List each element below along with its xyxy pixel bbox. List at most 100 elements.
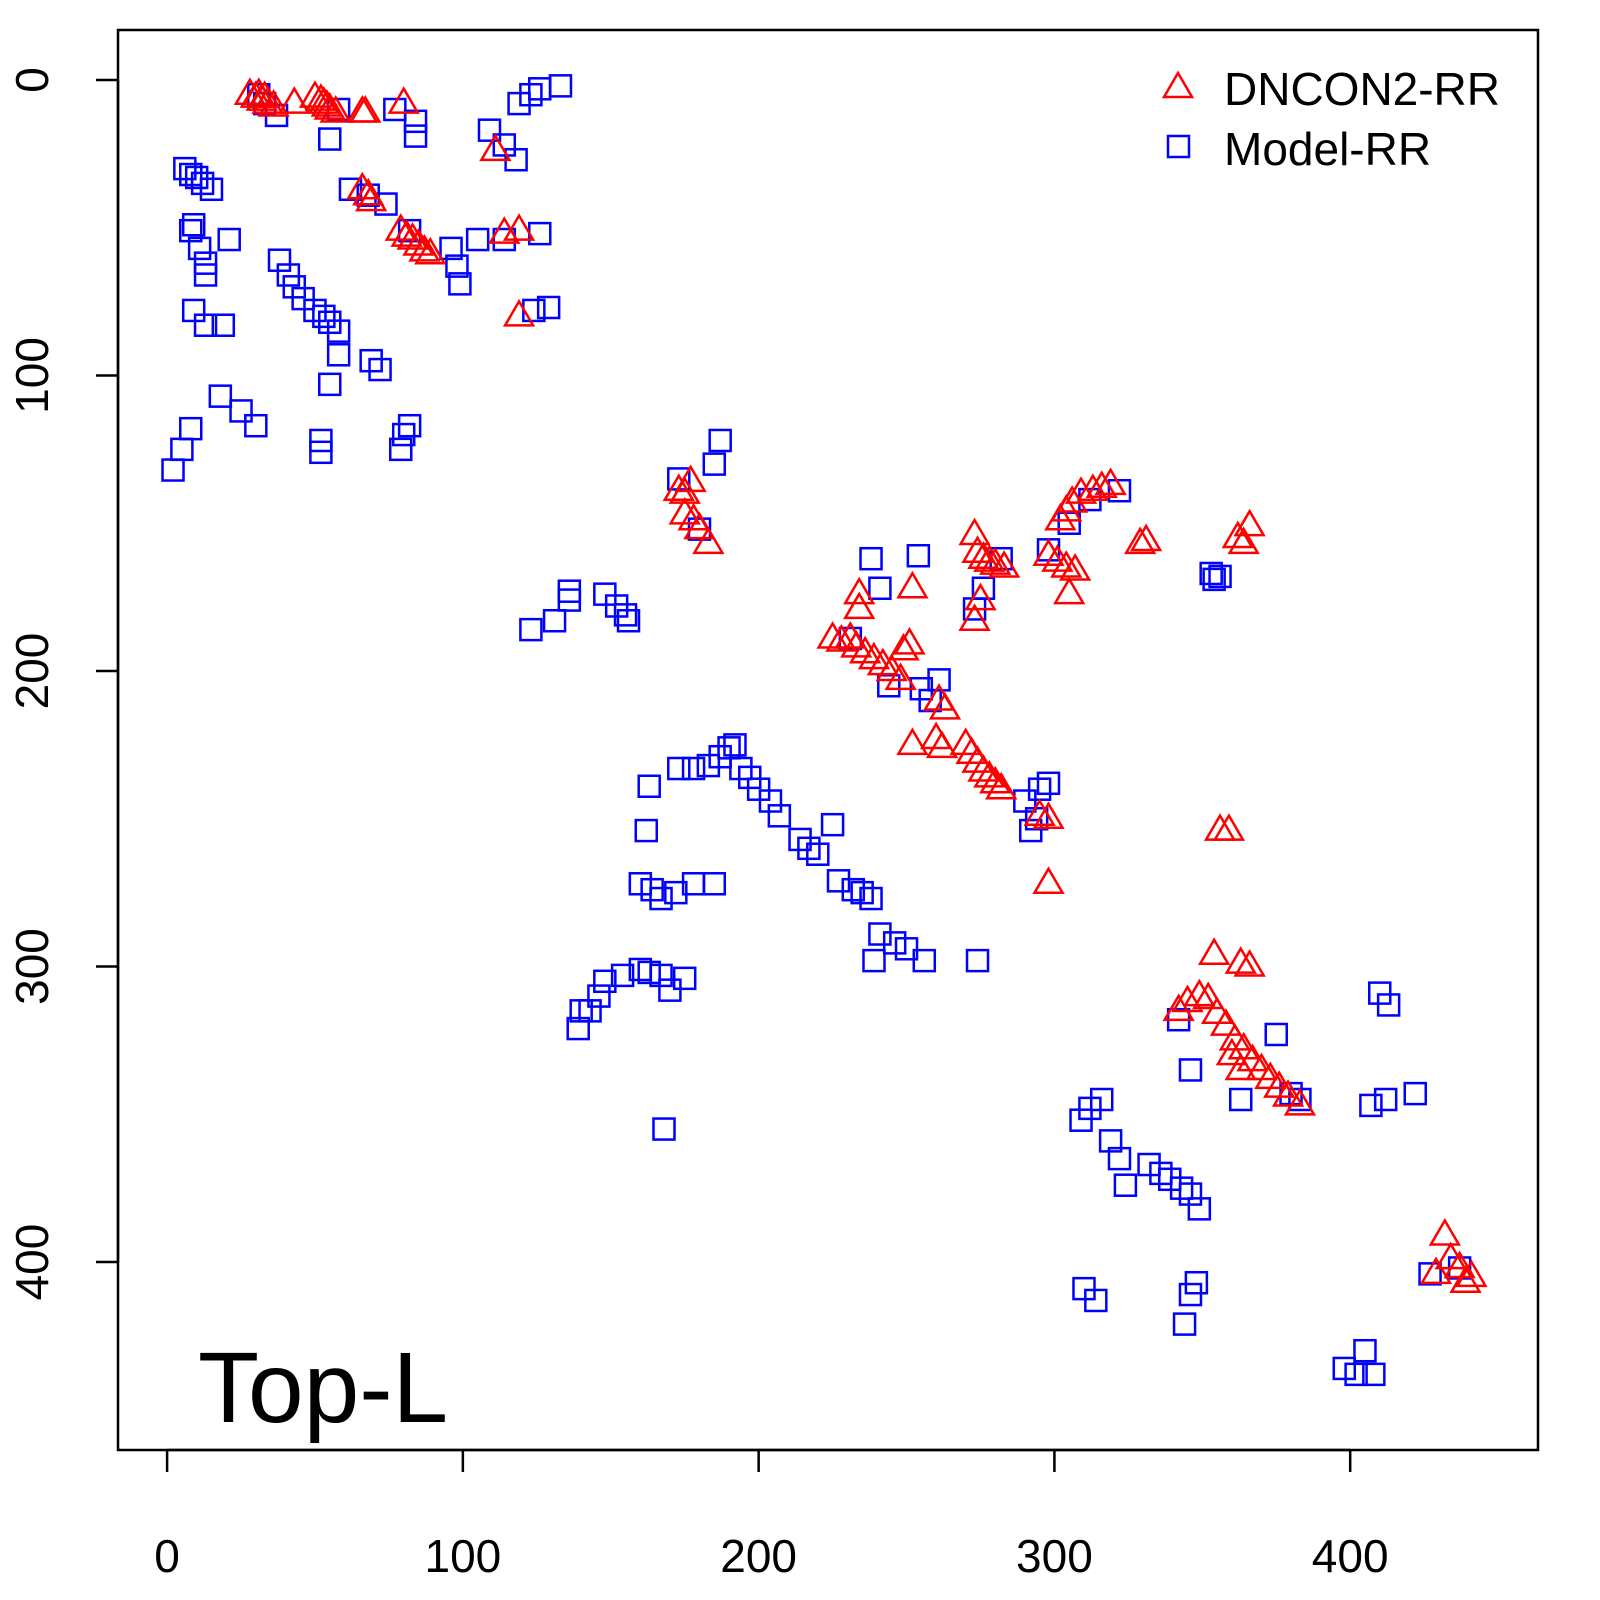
model-rr-point	[667, 756, 691, 781]
model-rr-point	[170, 437, 194, 462]
model-rr-point	[912, 948, 937, 973]
model-rr-point	[193, 251, 218, 275]
model-rr-point	[217, 227, 241, 252]
model-rr-point	[1264, 1022, 1288, 1047]
model-rr-point	[652, 1117, 676, 1141]
model-rr-point	[208, 384, 233, 408]
model-rr-point	[1149, 1161, 1173, 1186]
model-rr-point	[536, 295, 561, 320]
dncon2-rr-point	[857, 641, 891, 670]
dncon2-rr-point	[893, 626, 926, 655]
model-rr-point	[664, 880, 688, 905]
model-rr-point	[492, 133, 517, 157]
model-rr-point	[1353, 1338, 1377, 1363]
model-rr-point	[637, 774, 661, 798]
model-rr-point	[229, 399, 253, 423]
dncon2-rr-point	[1183, 978, 1216, 1007]
model-rr-point	[1344, 1362, 1368, 1387]
model-rr-point	[312, 304, 336, 329]
dncon2-rr-point	[1215, 1037, 1249, 1066]
model-rr-point	[519, 82, 543, 107]
dncon2-rr-point	[278, 86, 311, 114]
dncon2-rr-point	[964, 582, 997, 611]
dncon2-rr-point	[816, 621, 849, 649]
model-rr-point	[806, 842, 830, 866]
dncon2-rr-point	[1058, 553, 1092, 581]
model-rr-point	[397, 218, 422, 243]
dncon2-rr-point	[1053, 576, 1086, 605]
model-rr-point	[965, 948, 990, 973]
model-rr-point	[613, 603, 638, 627]
model-rr-point	[587, 984, 611, 1008]
model-rr-point	[318, 127, 342, 151]
dncon2-rr-point	[384, 213, 417, 241]
model-rr-point	[403, 124, 428, 148]
model-rr-point	[708, 744, 732, 769]
model-rr-point	[1178, 1058, 1203, 1082]
dncon2-rr-point	[319, 94, 352, 123]
model-rr-point	[507, 91, 531, 116]
x-tick-label: 200	[720, 1530, 797, 1582]
model-rr-point	[717, 736, 741, 760]
model-rr-point	[616, 609, 641, 633]
dncon2-rr-point	[1032, 866, 1065, 895]
dncon2-rr-point	[1283, 1087, 1317, 1116]
dncon2-rr-point	[1197, 937, 1231, 965]
dncon2-rr-point	[967, 753, 1000, 782]
model-rr-point	[1107, 478, 1132, 503]
dncon2-rr-point	[958, 603, 991, 632]
x-tick-label: 400	[1312, 1530, 1389, 1582]
model-rr-point	[1178, 1182, 1203, 1206]
model-rr-point	[557, 588, 582, 612]
model-rr-point	[181, 298, 206, 323]
model-rr-point	[610, 963, 635, 988]
model-rr-point	[1107, 1146, 1132, 1171]
model-rr-point	[894, 937, 919, 961]
model-rr-point	[397, 413, 422, 438]
dncon2-rr-point	[848, 635, 882, 664]
model-rr-point	[383, 97, 407, 122]
model-rr-point	[578, 999, 602, 1023]
x-axis: 0 100 200 300 400	[154, 1448, 1389, 1582]
model-rr-point	[359, 348, 383, 373]
model-rr-point	[1178, 1282, 1203, 1307]
model-rr-point	[403, 109, 428, 134]
model-rr-point	[971, 576, 996, 600]
dncon2-rr-point	[1023, 798, 1056, 827]
dncon2-rr-point	[668, 496, 701, 525]
dncon2-rr-point	[866, 647, 900, 676]
model-rr-point	[528, 77, 552, 101]
dncon2-rr-point	[884, 662, 917, 691]
dncon2-rr-point	[1271, 1079, 1305, 1107]
model-rr-point	[850, 880, 874, 905]
dncon2-rr-point	[928, 691, 962, 720]
model-rr-point	[1368, 981, 1392, 1005]
model-rr-point	[1376, 993, 1401, 1017]
model-rr-point	[1013, 789, 1037, 813]
dncon2-rr-point	[1032, 538, 1065, 566]
dncon2-rr-point	[1094, 467, 1127, 496]
model-rr-point	[368, 357, 392, 382]
dncon2-rr-point	[973, 544, 1006, 572]
model-rr-point	[1078, 1096, 1102, 1121]
legend-label-model: Model-RR	[1224, 123, 1431, 175]
model-rr-point	[179, 416, 203, 441]
model-rr-point	[1027, 777, 1052, 801]
dncon2-rr-point	[502, 298, 536, 327]
dncon2-rr-point	[298, 80, 332, 108]
model-rr-point	[173, 156, 197, 181]
model-rr-point	[1202, 567, 1226, 592]
x-tick-label: 300	[1016, 1530, 1093, 1582]
dncon2-rr-point	[1041, 544, 1074, 572]
model-rr-point	[1184, 1270, 1209, 1295]
model-rr-point	[868, 922, 892, 946]
dncon2-rr-point	[843, 576, 876, 605]
dncon2-rr-point	[1032, 801, 1065, 830]
dncon2-rr-point	[843, 591, 876, 620]
model-rr-point	[326, 343, 351, 367]
dncon2-rr-point	[1171, 984, 1204, 1013]
model-rr-point	[658, 978, 682, 1002]
model-rr-point	[326, 319, 351, 343]
model-rr-point	[758, 789, 783, 813]
